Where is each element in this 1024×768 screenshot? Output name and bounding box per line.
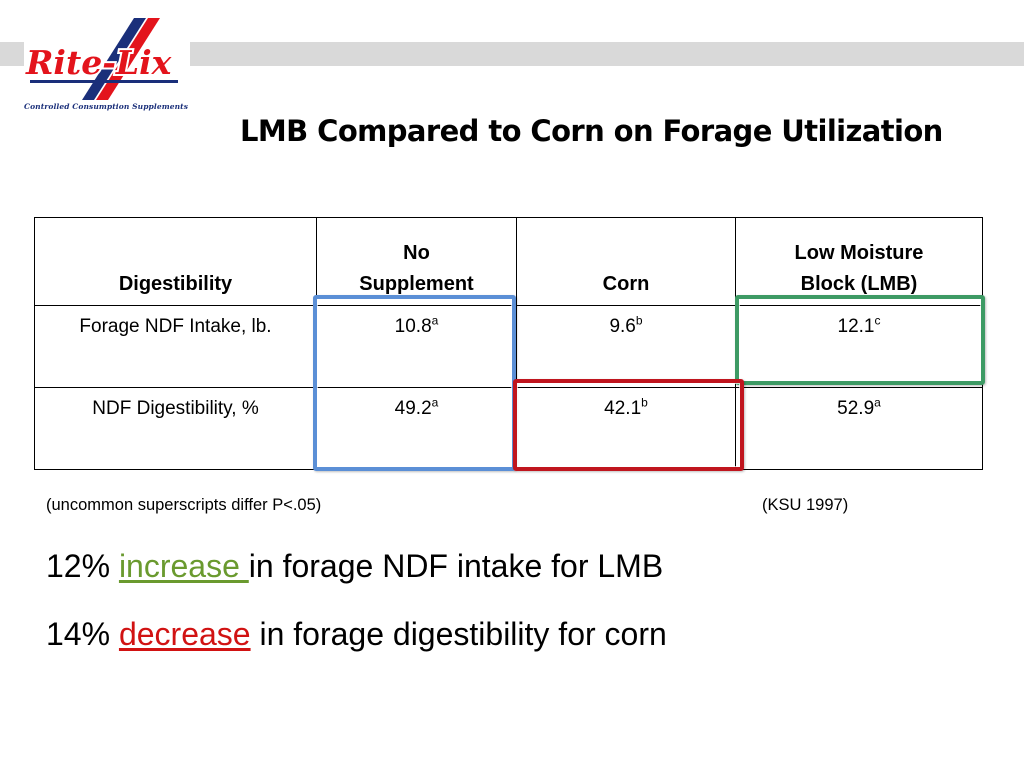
cell-value: 9.6 — [609, 316, 636, 337]
logo-red-stripe — [96, 18, 160, 100]
rite-lix-logo: Rite-Lix Controlled Consumption Suppleme… — [22, 16, 189, 120]
source-citation: (KSU 1997) — [762, 496, 849, 514]
column-header-corn: Corn — [516, 217, 736, 306]
logo-underline — [30, 80, 178, 83]
statement-suffix: in forage NDF intake for LMB — [248, 548, 664, 584]
table-row-ndf-intake: Forage NDF Intake, lb. 10.8a 9.6b 12.1c — [34, 305, 983, 388]
forage-utilization-table: Digestibility No Supplement Corn Low Moi… — [34, 217, 983, 470]
slide-title: LMB Compared to Corn on Forage Utilizati… — [240, 114, 943, 148]
column-header-text: Corn — [602, 273, 650, 295]
header-bar-right — [190, 42, 1024, 66]
cell-value: 52.9 — [837, 398, 875, 419]
statement-prefix: 12% — [46, 548, 119, 584]
header-bar-left — [0, 42, 24, 66]
keyword-increase: increase — [118, 548, 249, 584]
cell-value: 49.2 — [394, 398, 432, 419]
statement-prefix: 14% — [46, 616, 119, 652]
lmb-intake-highlight-box — [735, 295, 985, 385]
column-header-no-supplement: No Supplement — [316, 217, 517, 306]
table-row-ndf-digestibility: NDF Digestibility, % 49.2a 42.1b 52.9a — [34, 387, 983, 470]
cell-value: 12.1 — [837, 316, 875, 337]
column-header-text: Low Moisture — [794, 242, 924, 264]
column-header-text: Digestibility — [118, 273, 233, 295]
cell-value: 42.1 — [604, 398, 642, 419]
cell-superscript: a — [431, 395, 439, 410]
statement-increase: 12% increase in forage NDF intake for LM… — [46, 548, 663, 585]
statement-suffix: in forage digestibility for corn — [250, 616, 667, 652]
cell-superscript: a — [874, 395, 881, 410]
table-header-row: Digestibility No Supplement Corn Low Moi… — [34, 217, 983, 306]
cell-corn-digestibility: 42.1b — [516, 387, 736, 470]
corn-digestibility-highlight-box — [513, 379, 744, 471]
column-header-text: Supplement — [359, 273, 474, 295]
cell-lmb-digestibility: 52.9a — [735, 387, 983, 470]
row-label-ndf-digestibility: NDF Digestibility, % — [34, 387, 317, 470]
cell-corn-intake: 9.6b — [516, 305, 736, 388]
cell-superscript: b — [641, 395, 648, 410]
no-supplement-highlight-box — [313, 295, 516, 471]
cell-superscript: c — [874, 313, 881, 328]
keyword-decrease: decrease — [118, 616, 251, 652]
column-header-text: Block (LMB) — [800, 273, 918, 295]
cell-value: 10.8 — [394, 316, 432, 337]
statement-decrease: 14% decrease in forage digestibility for… — [46, 616, 667, 653]
superscript-footnote: (uncommon superscripts differ P<.05) — [46, 496, 322, 514]
logo-tagline: Controlled Consumption Supplements — [24, 102, 189, 111]
cell-superscript: b — [635, 313, 643, 328]
cell-superscript: a — [431, 313, 439, 328]
column-header-text: No — [403, 242, 430, 264]
rite-lix-logo-mark: Rite-Lix — [23, 18, 178, 100]
logo-navy-stripe — [82, 18, 146, 100]
logo-wordmark: Rite-Lix — [25, 43, 172, 82]
cell-lmb-intake: 12.1c — [735, 305, 983, 388]
row-label-ndf-intake: Forage NDF Intake, lb. — [34, 305, 317, 388]
cell-no-supplement-intake: 10.8a — [316, 305, 517, 388]
column-header-lmb: Low Moisture Block (LMB) — [735, 217, 983, 306]
column-header-digestibility: Digestibility — [34, 217, 317, 306]
